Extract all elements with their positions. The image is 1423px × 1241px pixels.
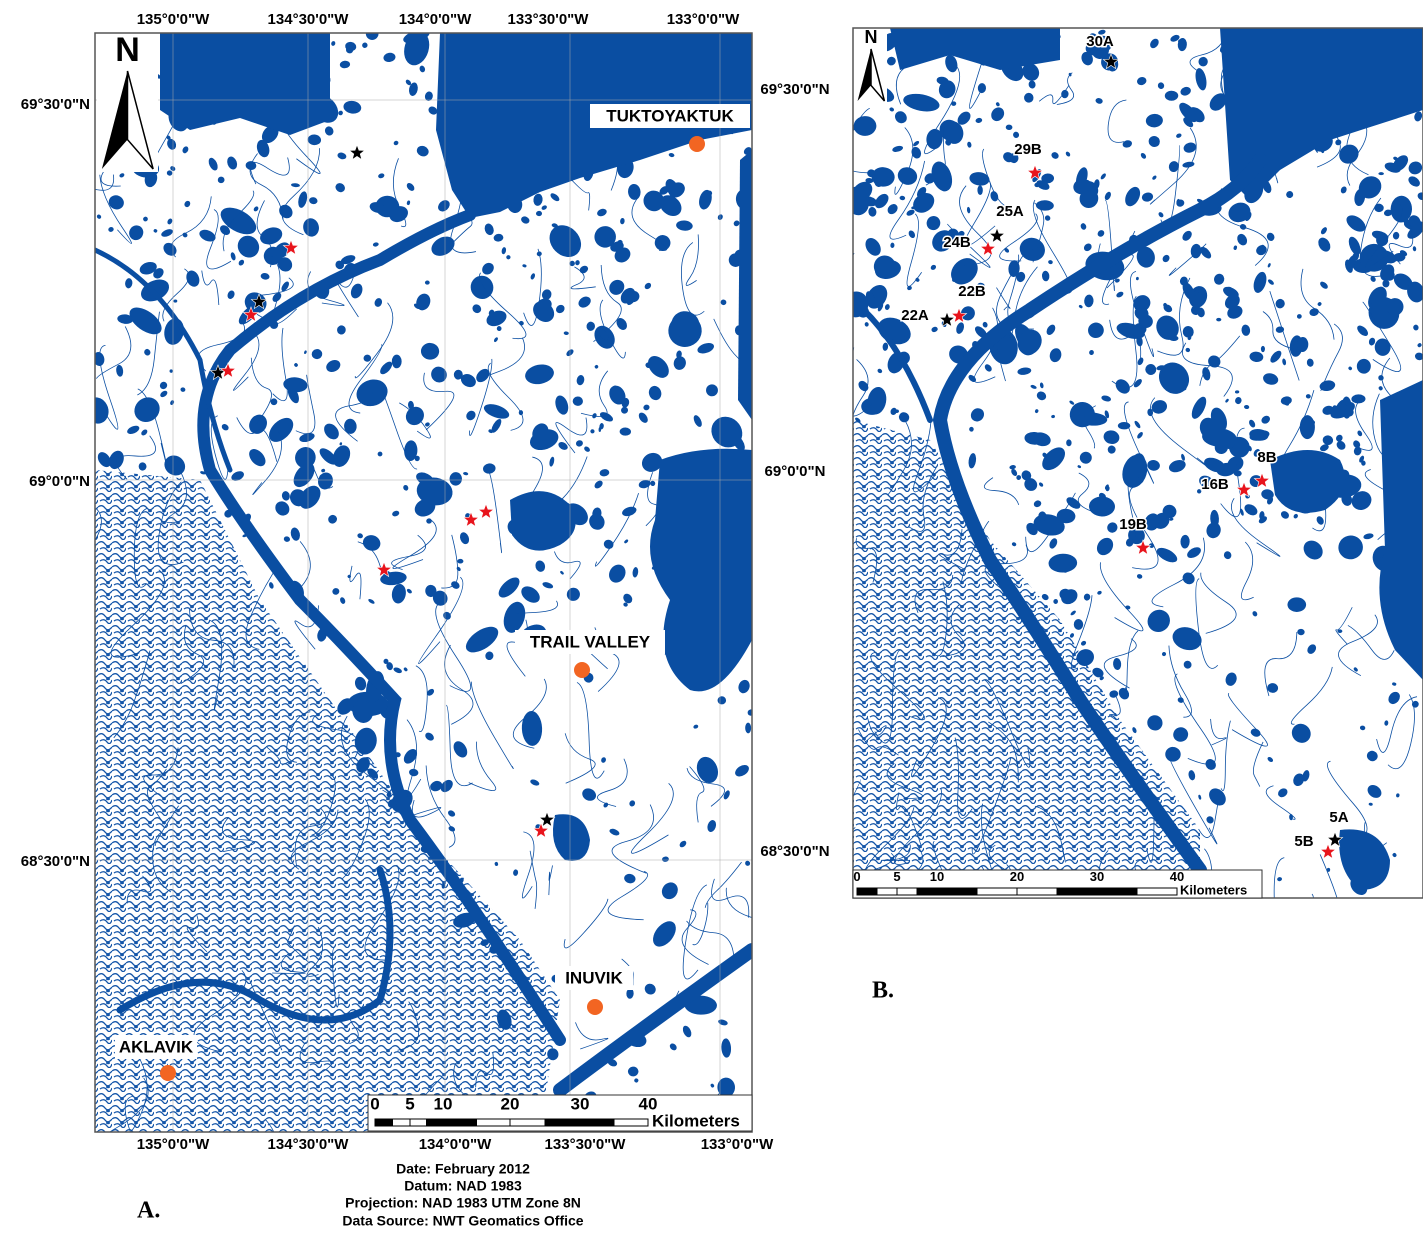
lon-label: 133°30'0"W (508, 11, 590, 28)
lon-label: 135°0'0"W (137, 1136, 210, 1153)
water (738, 150, 752, 420)
map-metadata: Date: February 2012 (396, 1161, 530, 1177)
site-label: 29B (1014, 141, 1042, 158)
scale-segment (917, 888, 937, 895)
map-metadata: Datum: NAD 1983 (404, 1178, 522, 1194)
scale-tick-label: 30 (1090, 869, 1104, 884)
map-metadata: Data Source: NWT Geomatics Office (342, 1213, 583, 1229)
scale-segment (443, 1119, 477, 1126)
site-label: 5B (1294, 833, 1313, 850)
lat-label: 69°30'0"N (760, 81, 829, 98)
map-a (74, 20, 774, 1191)
place-label: TRAIL VALLEY (530, 632, 651, 651)
north-letter: N (865, 27, 878, 47)
scale-segment (1097, 888, 1137, 895)
scale-segment (393, 1119, 411, 1126)
lat-label: 69°30'0"N (21, 96, 90, 113)
lat-label: 69°0'0"N (765, 463, 826, 480)
lake (1374, 204, 1384, 213)
scale-tick-label: 5 (405, 1095, 414, 1114)
scale-segment (545, 1119, 580, 1126)
scale-segment (427, 1119, 444, 1126)
lon-label: 133°30'0"W (545, 1136, 627, 1153)
scale-tick-label: 0 (853, 869, 860, 884)
lon-label: 134°30'0"W (268, 1136, 350, 1153)
scale-segment (410, 1119, 427, 1126)
site-label: 24B (943, 234, 971, 251)
site-label: 19B (1119, 516, 1147, 533)
site-label: 22B (958, 283, 986, 300)
panel-label: A. (137, 1198, 160, 1224)
scale-segment (897, 888, 917, 895)
scale-tick-label: 0 (370, 1095, 379, 1114)
place-dot (587, 999, 603, 1015)
scale-segment (1017, 888, 1057, 895)
scale-segment (477, 1119, 511, 1126)
place-label: AKLAVIK (119, 1037, 194, 1056)
scale-segment (614, 1119, 648, 1126)
lat-label: 68°30'0"N (21, 853, 90, 870)
scale-segment (375, 1119, 393, 1126)
scale-segment (937, 888, 977, 895)
scale-unit: Kilometers (652, 1111, 740, 1130)
page: A. B. TUKTOYAKTUK TRAIL VALLEY INUVIK AKLAV… (0, 0, 1423, 1241)
site-label: 22A (901, 307, 929, 324)
lon-label: 135°0'0"W (137, 11, 210, 28)
water (160, 33, 330, 135)
lon-label: 134°0'0"W (399, 11, 472, 28)
map-metadata: Projection: NAD 1983 UTM Zone 8N (345, 1195, 581, 1211)
scale-tick-label: 10 (434, 1095, 453, 1114)
scale-segment (580, 1119, 614, 1126)
stream (1241, 892, 1272, 949)
scale-tick-label: 5 (893, 869, 900, 884)
lat-label: 68°30'0"N (760, 843, 829, 860)
figure: A. B. TUKTOYAKTUK TRAIL VALLEY INUVIK AKLAV… (0, 0, 1423, 1241)
site-label: 25A (996, 203, 1024, 220)
lake (1261, 346, 1265, 352)
lon-label: 133°0'0"W (701, 1136, 774, 1153)
site-label: 30A (1086, 33, 1114, 50)
site-label: 5A (1329, 809, 1348, 826)
lon-label: 133°0'0"W (667, 11, 740, 28)
place-label: TUKTOYAKTUK (606, 106, 734, 125)
scale-unit: Kilometers (1180, 882, 1247, 897)
scale-tick-label: 30 (571, 1095, 590, 1114)
scale-segment (510, 1119, 545, 1126)
lat-label: 69°0'0"N (29, 473, 90, 490)
scale-tick-label: 20 (501, 1095, 520, 1114)
place-dot (160, 1065, 176, 1081)
lon-label: 134°0'0"W (419, 1136, 492, 1153)
scale-segment (977, 888, 1017, 895)
scale-segment (857, 888, 877, 895)
scale-tick-label: 20 (1010, 869, 1024, 884)
lon-label: 134°30'0"W (268, 11, 350, 28)
panel-label: B. (872, 978, 894, 1004)
north-letter: N (115, 31, 140, 69)
place-dot (689, 136, 705, 152)
scale-segment (877, 888, 897, 895)
lake (1287, 597, 1306, 612)
scale-tick-label: 10 (930, 869, 944, 884)
site-label: 16B (1201, 476, 1229, 493)
place-label: INUVIK (565, 968, 623, 987)
lake (392, 355, 402, 369)
scale-segment (1137, 888, 1177, 895)
scale-segment (1057, 888, 1097, 895)
site-label: 8B (1257, 449, 1276, 466)
place-dot (574, 662, 590, 678)
stream (1041, 898, 1055, 925)
